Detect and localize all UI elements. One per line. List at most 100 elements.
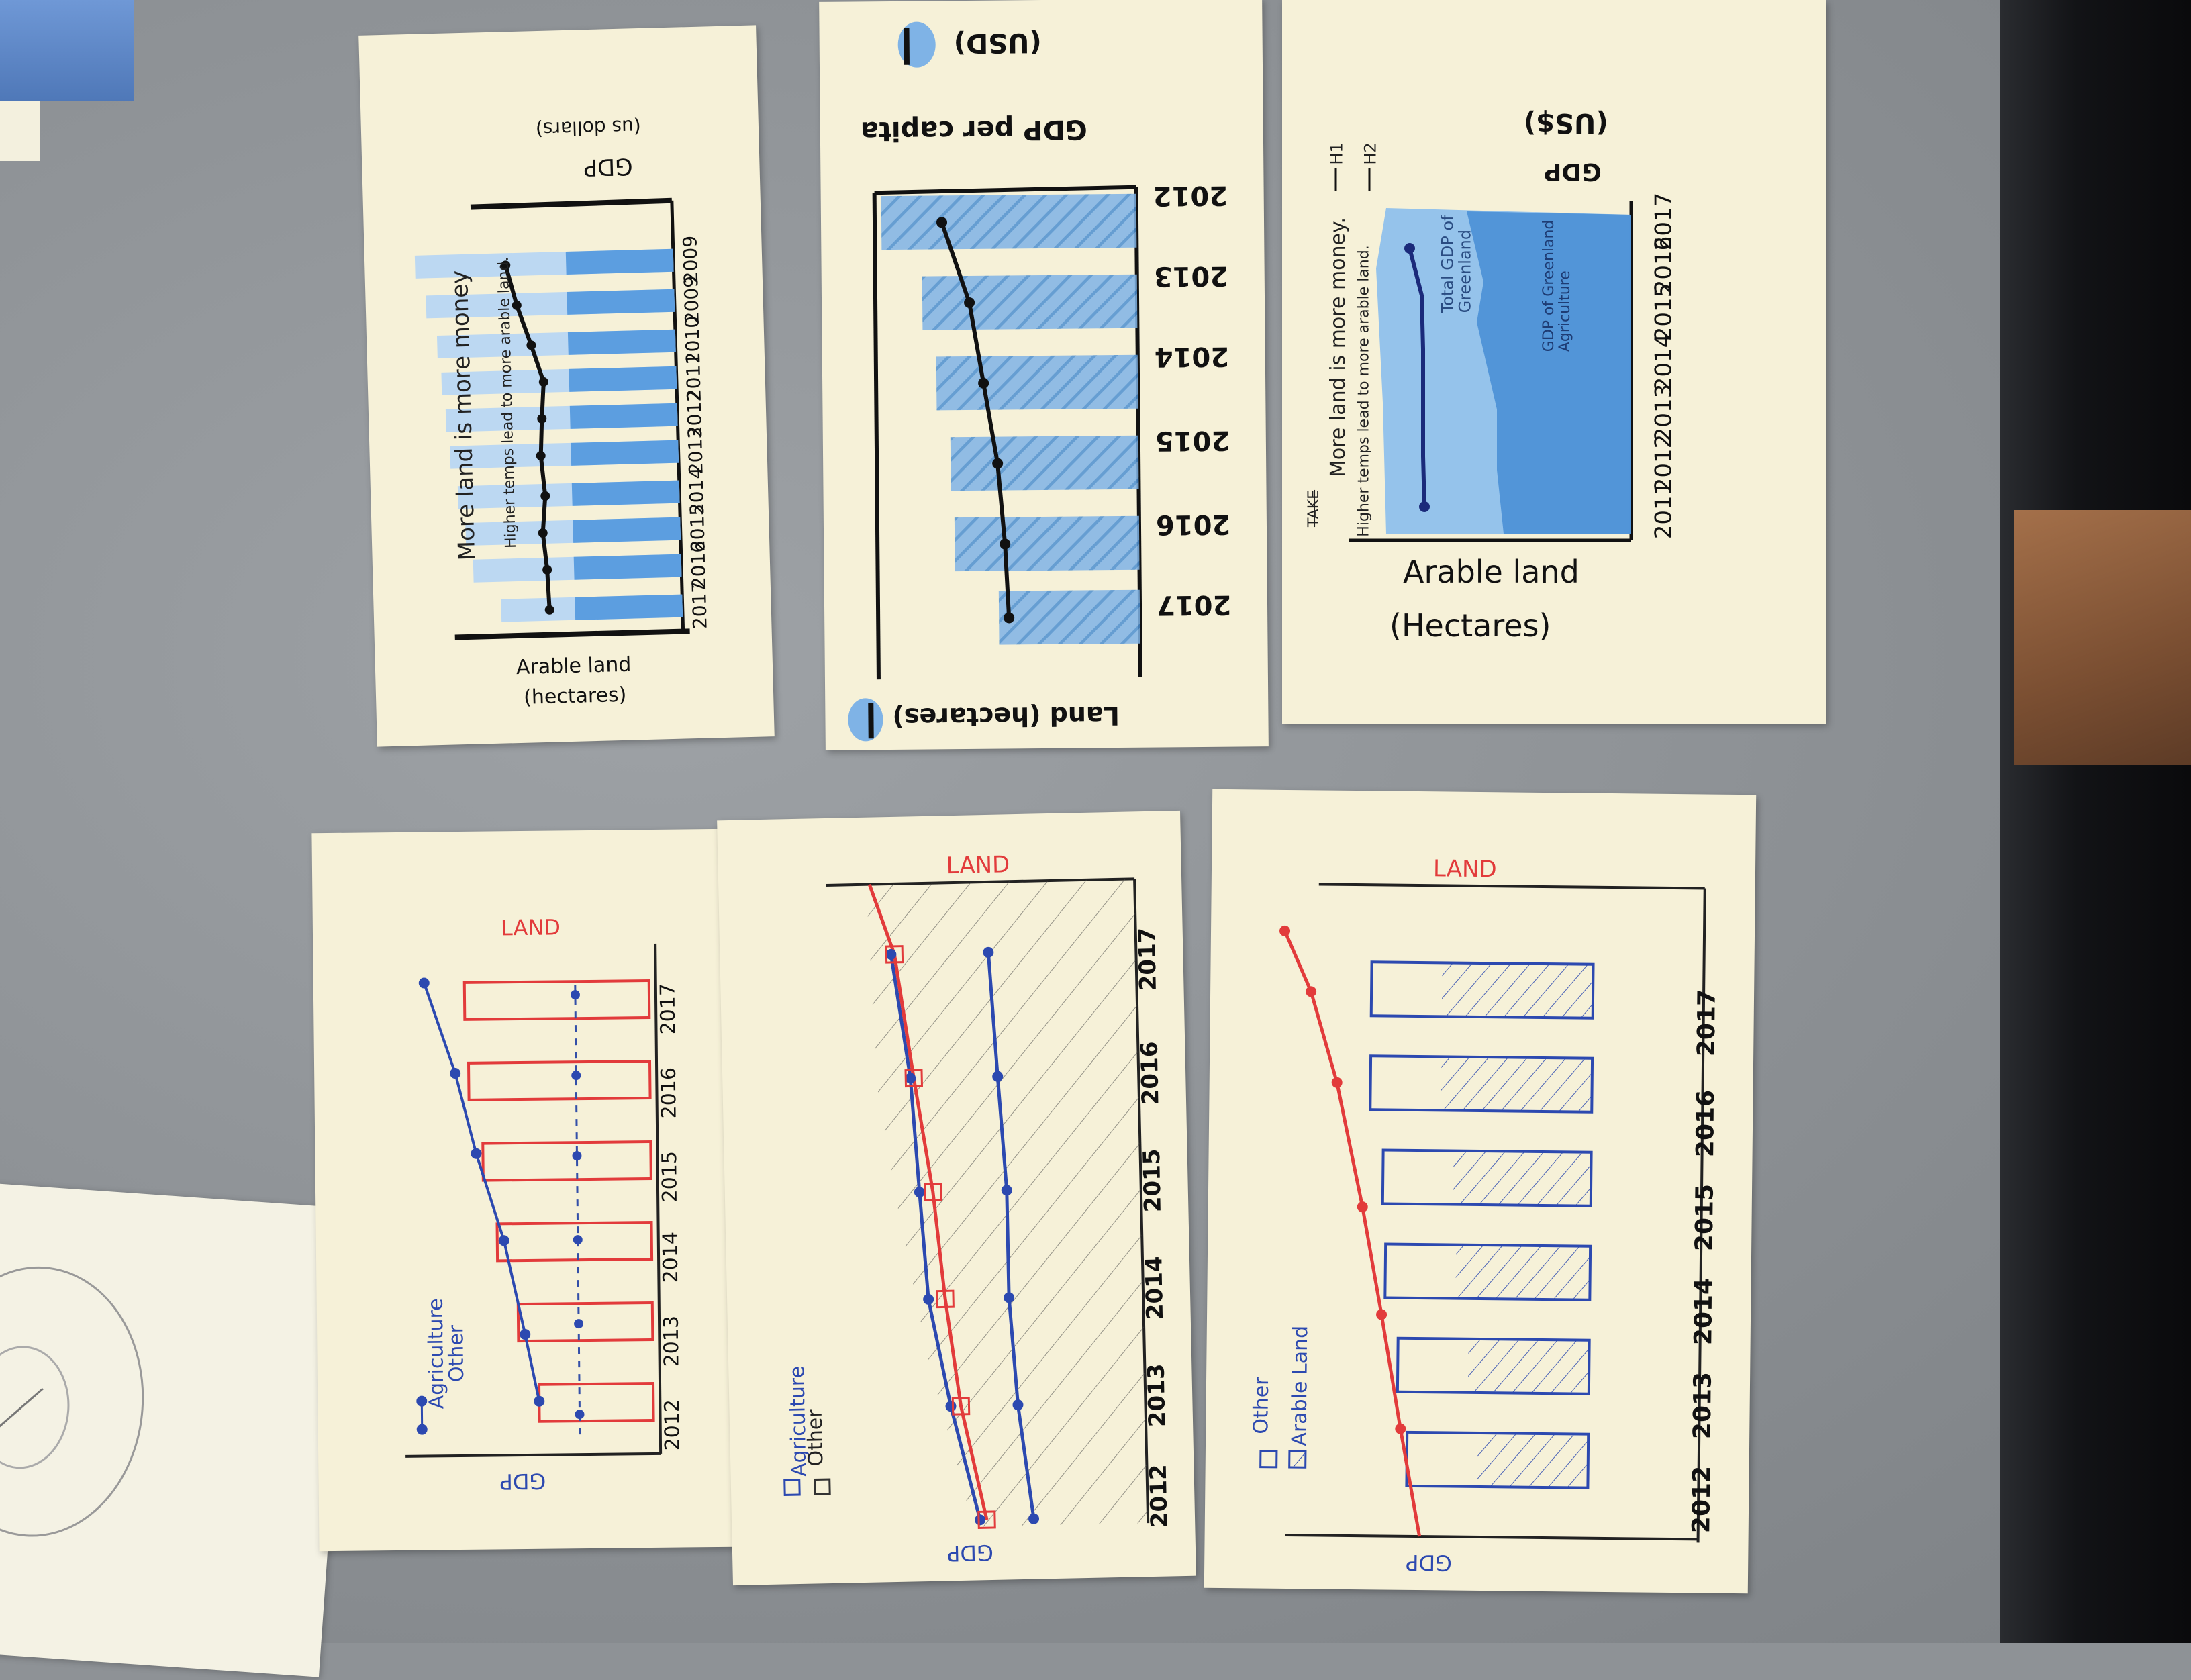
bar-segment [574,554,682,580]
bar [881,194,1137,250]
data-point [450,1068,460,1079]
year-label: 2017 [688,581,712,629]
year-label: 2015 [1691,1184,1719,1252]
sketch-5-legend-b: Other [804,1409,828,1467]
bar-segment [1477,1433,1588,1488]
data-point [1376,1309,1387,1320]
sketch-4-gdp: GDP [499,1469,546,1495]
data-point [571,990,580,999]
bar [465,981,650,1020]
year-label: 2015 [1138,1148,1167,1212]
sketch-3-axis-gdp-unit: (US$) [1524,107,1608,138]
sketch-3-axis-gdp: GDP [1544,158,1602,185]
year-label: 2012 [1650,434,1677,493]
bar-segment [570,403,678,429]
year-label: 2013 [1154,260,1229,292]
data-point [1395,1424,1406,1434]
bar-segment [1441,1056,1592,1111]
sketch-3-subtitle: Higher temps lead to more arable land. [1356,245,1373,536]
year-label: 2016 [1136,1041,1165,1105]
data-point [573,1235,583,1244]
sketch-6-gdp: GDP [1406,1550,1452,1576]
year-label: 2016 [1692,1090,1720,1158]
dark-background [2000,0,2191,1643]
paper-scrap-top [0,101,40,161]
year-label: 2012 [1145,1464,1173,1528]
bar [518,1303,653,1341]
sketch-2-axis-gdp: GDP per capita [861,113,1087,146]
sketch-4-land: LAND [501,914,561,940]
data-point [1404,243,1415,254]
year-label: 2013 [1143,1363,1171,1427]
bar-segment [573,517,681,543]
sketch-3-h2: H2 [1361,142,1380,164]
bar-segment [575,595,683,620]
sketch-1-axis-gdp-unit: (us dollars) [536,115,642,140]
blue-fabric [0,0,134,101]
year-label: 2016 [657,1067,681,1119]
data-point [936,217,947,228]
data-point [1419,501,1430,512]
data-point [419,977,430,988]
bar [951,436,1139,491]
bar-segment [569,366,677,392]
data-point [978,378,989,389]
data-point [534,1396,544,1407]
sketch-2-axis-land: Land (hectares) [892,701,1120,732]
year-label: 2015 [658,1151,682,1203]
paper-scrap-circle-sketch [0,1182,352,1677]
data-point [1000,538,1010,549]
sketch-1-axis-land: Arable land [516,653,632,679]
year-label: 2013 [1650,384,1677,442]
year-label: 2013 [1689,1372,1717,1440]
data-point [574,1319,583,1328]
year-label: 2017 [1134,927,1162,991]
year-label: 2013 [660,1316,684,1367]
sketch-card-2: GDP per capita (USD) Land (hectares) 201… [819,0,1269,750]
data-point [1357,1201,1368,1212]
bar [999,590,1140,645]
bar-segment [571,440,679,466]
sketch-card-1: More land is more money Higher temps lea… [358,25,775,746]
data-point [1332,1077,1343,1088]
bar-segment [1453,1151,1592,1206]
circle-sketch [0,1182,352,1677]
bar-segment [1442,962,1594,1018]
bar [539,1383,654,1422]
sketch-6-land: LAND [1433,855,1497,883]
year-label: 2014 [1650,334,1677,392]
bar [936,355,1138,411]
bar [483,1142,651,1181]
year-label: 2017 [1650,193,1677,251]
year-label: 2016 [1156,509,1231,540]
bar [469,1061,650,1100]
data-point [575,1410,584,1419]
data-point [1004,612,1014,623]
sketch-6-drawing [1204,789,1756,1593]
sketch-5-gdp: GDP [947,1540,994,1566]
bar-segment [568,330,676,355]
sketch-3-label-total: Total GDP of Greenland [1439,179,1475,313]
sketch-3-label-agri: GDP of Greenland Agriculture [1541,191,1573,352]
sketch-3-h1: H1 [1328,142,1347,164]
year-label: 2014 [1140,1256,1169,1320]
data-point [1279,926,1290,936]
bar-segment [566,249,674,275]
year-label: 2014 [1155,341,1230,373]
bar [955,516,1140,571]
data-point [520,1329,530,1340]
data-point [499,1235,509,1246]
data-point [572,1151,581,1160]
data-point [571,1071,581,1080]
year-label: 2012 [1153,180,1228,211]
wooden-chair [2014,510,2191,765]
year-label: 2012 [661,1399,685,1451]
year-label: 2014 [1690,1278,1718,1346]
sketch-5-land: LAND [946,851,1010,879]
sketch-1-axis-gdp: GDP [583,152,633,181]
sketch-3-axis-land: Arable land [1403,554,1579,590]
bar-segment [1455,1245,1590,1300]
year-label: 2017 [1693,989,1721,1057]
